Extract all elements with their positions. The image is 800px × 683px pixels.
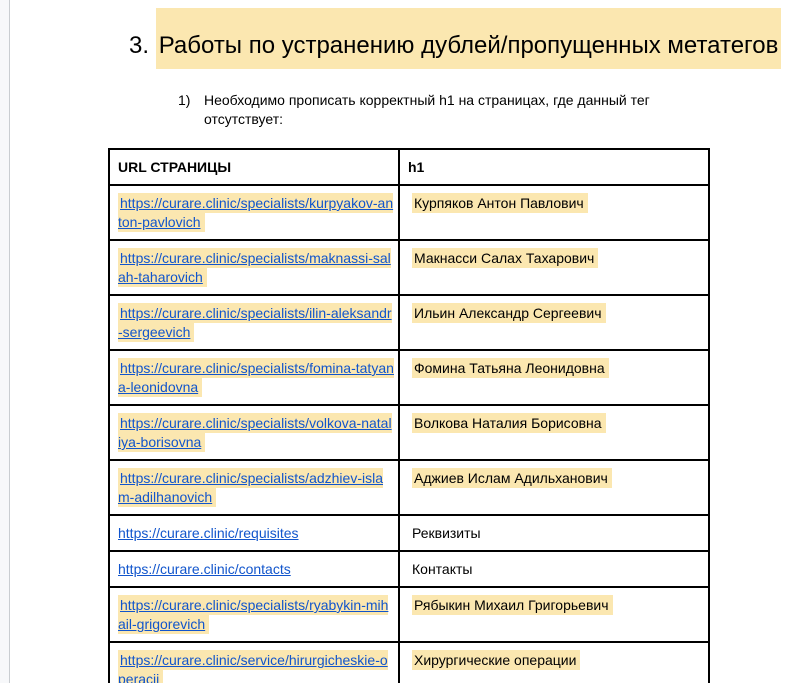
table-header-row: URL СТРАНИЦЫ h1 bbox=[108, 148, 710, 186]
h1-value: Курпяков Антон Павлович bbox=[412, 193, 588, 213]
h1-value: Рябыкин Михаил Григорьевич bbox=[412, 595, 613, 615]
url-link[interactable]: https://curare.clinic/service/hirurgiche… bbox=[118, 650, 388, 683]
table-row: https://curare.clinic/specialists/fomina… bbox=[108, 349, 710, 406]
list-item-text: Необходимо прописать корректный h1 на ст… bbox=[204, 92, 650, 127]
url-link[interactable]: https://curare.clinic/requisites bbox=[118, 525, 299, 541]
h1-cell: Реквизиты bbox=[398, 514, 710, 552]
table-row: https://curare.clinic/specialists/kurpya… bbox=[108, 184, 710, 241]
url-cell: https://curare.clinic/specialists/adzhie… bbox=[108, 459, 400, 516]
h1-cell: Макнасси Салах Тахарович bbox=[398, 239, 710, 296]
table-row: https://curare.clinic/contacts Контакты bbox=[108, 550, 710, 588]
h1-value: Ильин Александр Сергеевич bbox=[412, 303, 606, 323]
h1-value: Хирургические операции bbox=[412, 650, 581, 670]
url-cell: https://curare.clinic/specialists/maknas… bbox=[108, 239, 400, 296]
url-link[interactable]: https://curare.clinic/specialists/adzhie… bbox=[118, 468, 383, 507]
section-heading-number: 3. bbox=[129, 32, 150, 59]
h1-value: Фомина Татьяна Леонидовна bbox=[412, 358, 609, 378]
h1-value: Макнасси Салах Тахарович bbox=[412, 248, 599, 268]
h1-value: Аджиев Ислам Адильханович bbox=[412, 468, 612, 488]
url-cell: https://curare.clinic/contacts bbox=[108, 550, 400, 588]
column-header-h1: h1 bbox=[398, 148, 710, 186]
h1-value: Волкова Наталия Борисовна bbox=[412, 413, 606, 433]
url-link[interactable]: https://curare.clinic/specialists/fomina… bbox=[118, 358, 394, 397]
h1-value: Реквизиты bbox=[412, 525, 481, 541]
column-header-url: URL СТРАНИЦЫ bbox=[108, 148, 400, 186]
h1-cell: Курпяков Антон Павлович bbox=[398, 184, 710, 241]
h1-cell: Ильин Александр Сергеевич bbox=[398, 294, 710, 351]
page-edge-strip bbox=[0, 0, 10, 683]
url-cell: https://curare.clinic/specialists/volkov… bbox=[108, 404, 400, 461]
list-item-number: 1) bbox=[178, 92, 191, 108]
table-row: https://curare.clinic/specialists/volkov… bbox=[108, 404, 710, 461]
table-row: https://curare.clinic/service/hirurgiche… bbox=[108, 641, 710, 683]
url-link[interactable]: https://curare.clinic/specialists/maknas… bbox=[118, 248, 391, 287]
h1-cell: Рябыкин Михаил Григорьевич bbox=[398, 586, 710, 643]
url-cell: https://curare.clinic/service/hirurgiche… bbox=[108, 641, 400, 683]
url-cell: https://curare.clinic/specialists/ryabyk… bbox=[108, 586, 400, 643]
table-row: https://curare.clinic/specialists/ryabyk… bbox=[108, 586, 710, 643]
table-row: https://curare.clinic/requisites Реквизи… bbox=[108, 514, 710, 552]
h1-cell: Волкова Наталия Борисовна bbox=[398, 404, 710, 461]
table-row: https://curare.clinic/specialists/ilin-a… bbox=[108, 294, 710, 351]
numbered-list-item: 1) Необходимо прописать корректный h1 на… bbox=[178, 91, 684, 129]
h1-cell: Фомина Татьяна Леонидовна bbox=[398, 349, 710, 406]
url-link[interactable]: https://curare.clinic/contacts bbox=[118, 561, 291, 577]
h1-cell: Хирургические операции bbox=[398, 641, 710, 683]
url-cell: https://curare.clinic/requisites bbox=[108, 514, 400, 552]
url-cell: https://curare.clinic/specialists/ilin-a… bbox=[108, 294, 400, 351]
section-heading: 3. Работы по устранению дублей/пропущенн… bbox=[129, 8, 782, 69]
url-h1-table: URL СТРАНИЦЫ h1 https://curare.clinic/sp… bbox=[108, 148, 710, 683]
url-link[interactable]: https://curare.clinic/specialists/ilin-a… bbox=[118, 303, 392, 342]
h1-cell: Аджиев Ислам Адильханович bbox=[398, 459, 710, 516]
section-heading-highlight: Работы по устранению дублей/пропущенных … bbox=[155, 8, 782, 69]
h1-value: Контакты bbox=[412, 561, 473, 577]
url-link[interactable]: https://curare.clinic/specialists/kurpya… bbox=[118, 193, 394, 232]
url-cell: https://curare.clinic/specialists/kurpya… bbox=[108, 184, 400, 241]
table-row: https://curare.clinic/specialists/maknas… bbox=[108, 239, 710, 296]
url-cell: https://curare.clinic/specialists/fomina… bbox=[108, 349, 400, 406]
url-h1-table-body: https://curare.clinic/specialists/kurpya… bbox=[108, 184, 710, 683]
url-link[interactable]: https://curare.clinic/specialists/volkov… bbox=[118, 413, 392, 452]
table-row: https://curare.clinic/specialists/adzhie… bbox=[108, 459, 710, 516]
h1-cell: Контакты bbox=[398, 550, 710, 588]
url-link[interactable]: https://curare.clinic/specialists/ryabyk… bbox=[118, 595, 389, 634]
